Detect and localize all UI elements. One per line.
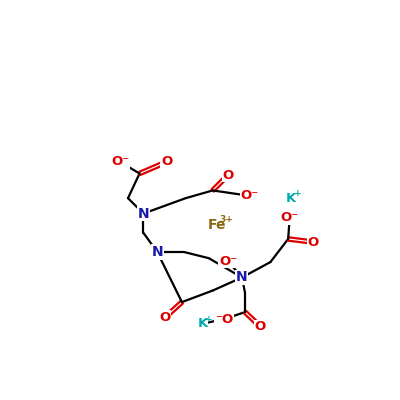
Text: O⁻: O⁻ xyxy=(219,255,237,268)
Text: +: + xyxy=(205,314,213,324)
Text: O: O xyxy=(255,320,266,333)
Text: O⁻: O⁻ xyxy=(111,156,130,168)
Text: O: O xyxy=(222,168,234,182)
Text: N: N xyxy=(236,270,248,284)
Text: O⁻: O⁻ xyxy=(280,211,299,224)
Text: K: K xyxy=(198,317,208,330)
Text: K: K xyxy=(286,192,296,205)
Text: +: + xyxy=(294,189,301,198)
Text: N: N xyxy=(152,245,163,259)
Text: O⁻: O⁻ xyxy=(240,189,259,202)
Text: Fe: Fe xyxy=(207,218,226,232)
Text: 3+: 3+ xyxy=(220,215,234,224)
Text: O: O xyxy=(161,156,172,168)
Text: O: O xyxy=(307,236,318,248)
Text: O: O xyxy=(159,311,170,324)
Text: N: N xyxy=(138,206,149,220)
Text: ⁻O: ⁻O xyxy=(215,312,233,326)
